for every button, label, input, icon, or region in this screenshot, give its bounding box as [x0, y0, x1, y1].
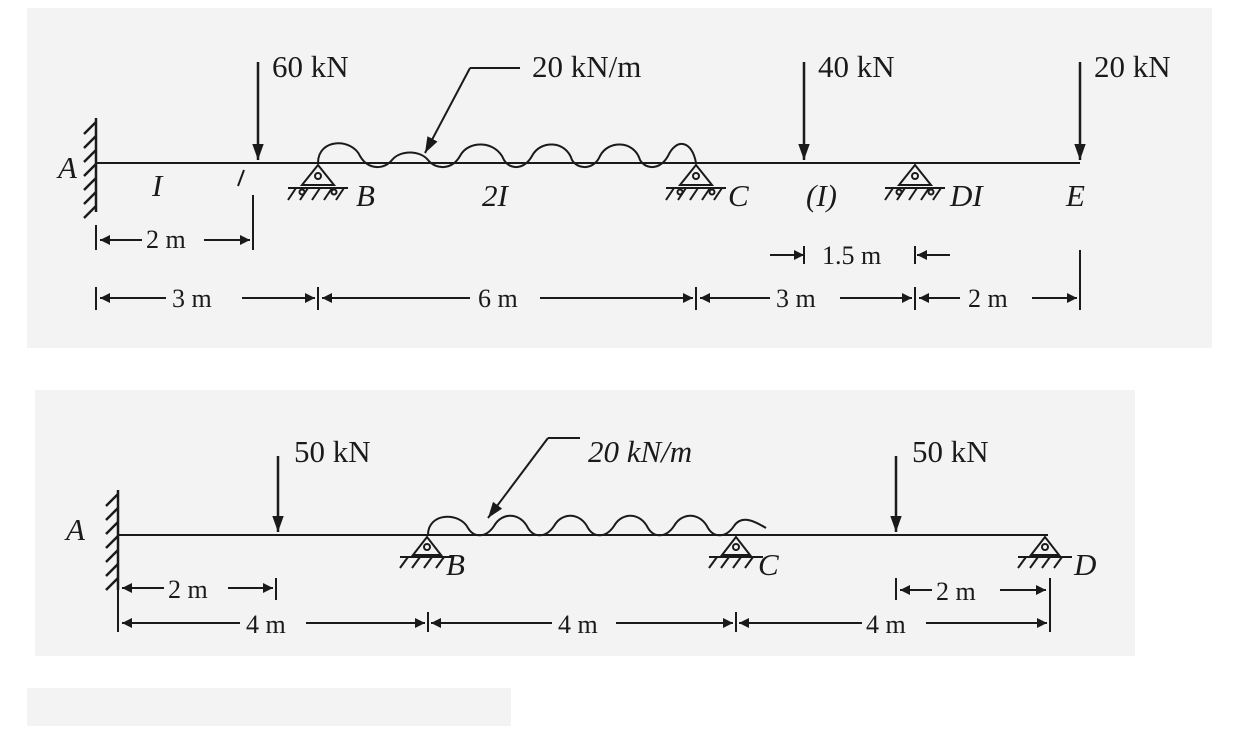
fixed-support-a-2	[105, 490, 120, 591]
point-e-label: E	[1065, 178, 1085, 213]
diagram-panel-1	[27, 8, 1212, 348]
dim-4m-b-2-label: 4 m	[558, 610, 598, 639]
load-20knm-2-label: 20 kN/m	[588, 434, 692, 469]
fixed-support-a	[83, 118, 98, 219]
roller-support-b-2	[399, 535, 454, 569]
point-c-label: C	[728, 178, 749, 213]
roller-support-c	[665, 163, 726, 201]
point-b-2-label: B	[446, 547, 465, 582]
point-a-2-label: A	[64, 512, 86, 547]
point-d-label: DI	[949, 178, 984, 213]
beam-2	[105, 437, 1072, 632]
dim-6m-label: 6 m	[478, 284, 518, 313]
moment-seg1-label: I	[151, 168, 164, 203]
dim-1-5m-label: 1.5 m	[822, 241, 881, 270]
point-d-2-label: D	[1073, 547, 1096, 582]
load-50kn-b-label: 50 kN	[912, 434, 989, 469]
roller-support-d	[884, 163, 945, 201]
roller-support-b	[287, 163, 348, 201]
blank-panel	[27, 688, 511, 726]
load-20knm-label: 20 kN/m	[532, 49, 641, 84]
point-a-label: A	[56, 150, 78, 185]
moment-seg2-label: 2I	[482, 178, 510, 213]
dim-4m-c-2-label: 4 m	[866, 610, 906, 639]
dim-2m-label: 2 m	[146, 225, 186, 254]
dim-2m-b-2-label: 2 m	[936, 577, 976, 606]
beam-1	[83, 62, 1086, 310]
load-60kn-label: 60 kN	[272, 49, 349, 84]
dim-2m-a-2-label: 2 m	[168, 575, 208, 604]
dim-3m-b-label: 3 m	[776, 284, 816, 313]
moment-seg3-label: (I)	[806, 178, 837, 213]
point-c-2-label: C	[758, 547, 779, 582]
distributed-load-1	[317, 142, 697, 168]
dim-4m-a-2-label: 4 m	[246, 610, 286, 639]
distributed-load-2	[427, 514, 767, 537]
point-b-label: B	[356, 178, 375, 213]
load-20kn-label: 20 kN	[1094, 49, 1171, 84]
dimension-lines-2	[117, 578, 1051, 632]
load-40kn-label: 40 kN	[818, 49, 895, 84]
dim-2m-b-label: 2 m	[968, 284, 1008, 313]
dimension-lines-1	[95, 195, 1081, 310]
load-50kn-a-label: 50 kN	[294, 434, 371, 469]
roller-support-c-2	[708, 535, 763, 569]
roller-support-d-2	[1017, 535, 1072, 569]
dim-3m-label: 3 m	[172, 284, 212, 313]
